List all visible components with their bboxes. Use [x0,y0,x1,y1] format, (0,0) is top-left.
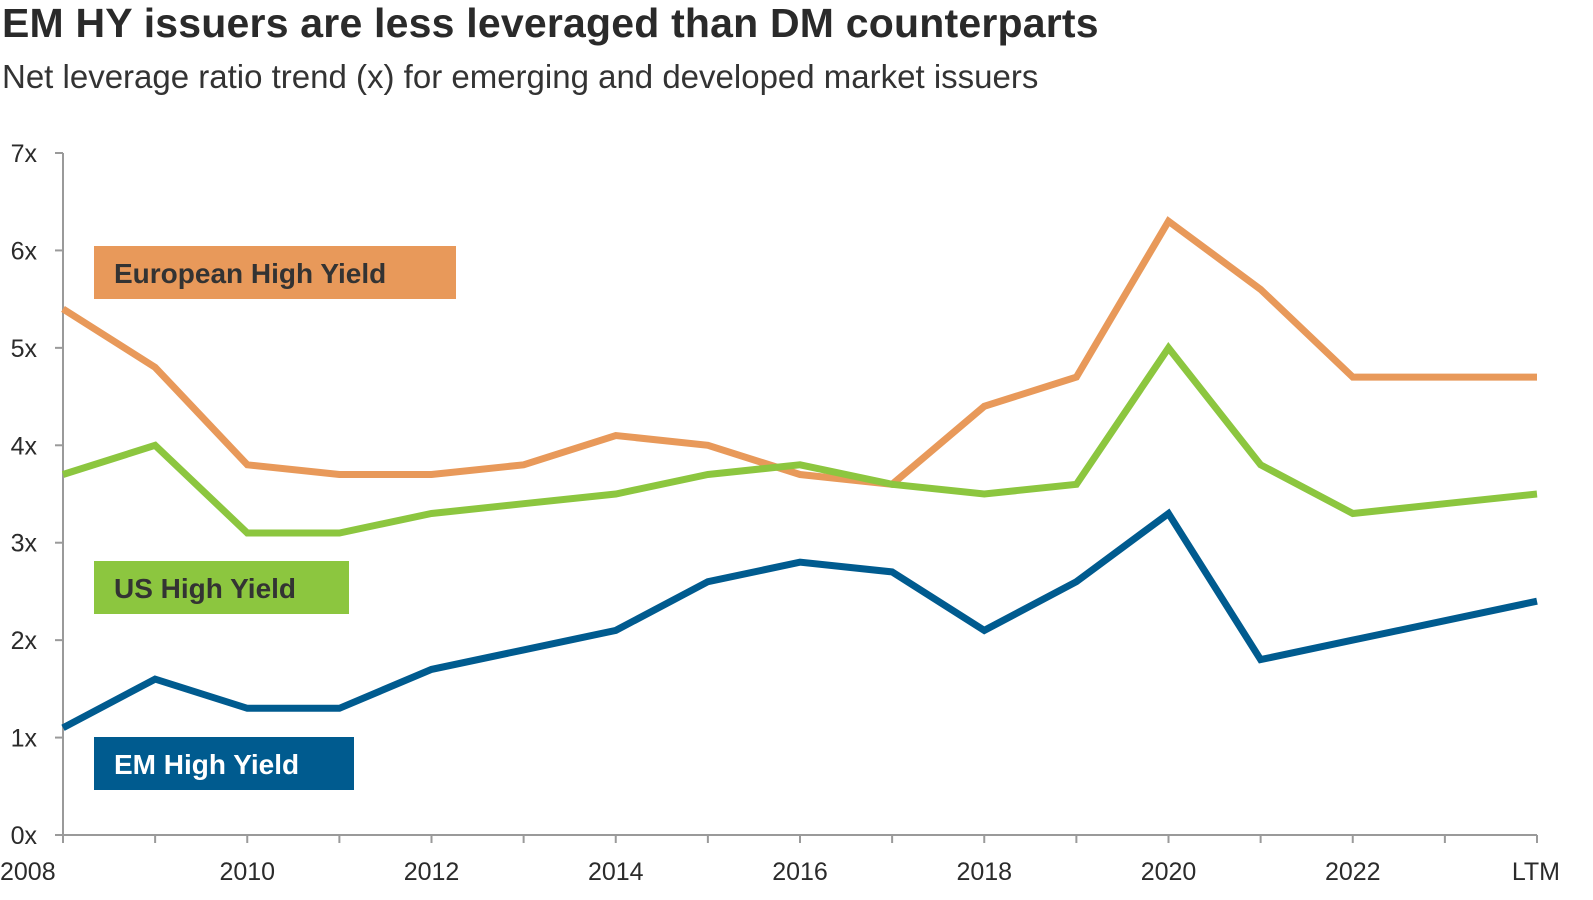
y-tick-label: 4x [11,432,38,460]
series-line-em-high-yield [61,508,1538,731]
y-tick-label: 2x [11,627,38,655]
y-tick-label: 0x [11,822,38,850]
x-tick-label: 2010 [219,858,275,886]
legend-swatch [94,561,349,614]
x-tick-label: 2020 [1141,858,1197,886]
legend-item-european-high-yield: European High Yield [94,246,456,299]
series-line-european-high-yield [61,216,1537,488]
legend-swatch [94,246,456,299]
chart-title: EM HY issuers are less leveraged than DM… [2,0,1099,46]
legend-item-us-high-yield: US High Yield [94,561,349,614]
y-tick-label: 5x [11,335,38,363]
y-tick-label: 3x [11,530,38,558]
legend: European High Yield US High Yield EM High … [94,246,456,790]
legend-label: European High Yield [114,258,386,289]
y-tick-label: 7x [11,140,38,168]
y-tick-label: 1x [11,725,38,753]
series-line-us-high-yield [61,341,1538,537]
legend-label: EM High Yield [114,749,299,780]
y-tick-label: 6x [11,237,38,265]
x-tick-label: 2012 [404,858,460,886]
legend-item-em-high-yield: EM High Yield [94,737,354,790]
x-tick-label: 2018 [956,858,1012,886]
x-tick-label: LTM [1512,858,1560,886]
x-tick-label: 2014 [588,858,644,886]
x-tick-label: 2008 [0,858,56,886]
legend-swatch [94,737,354,790]
x-tick-label: 2022 [1325,858,1381,886]
chart-subtitle: Net leverage ratio trend (x) for emergin… [2,58,1039,95]
series-lines [61,216,1538,731]
axes: 0x 1x 2x 3x 4x 5x 6x 7x 2008 2010 2012 2014 2016 2018… [0,140,1560,886]
legend-label: US High Yield [114,573,296,604]
x-tick-label: 2016 [772,858,828,886]
